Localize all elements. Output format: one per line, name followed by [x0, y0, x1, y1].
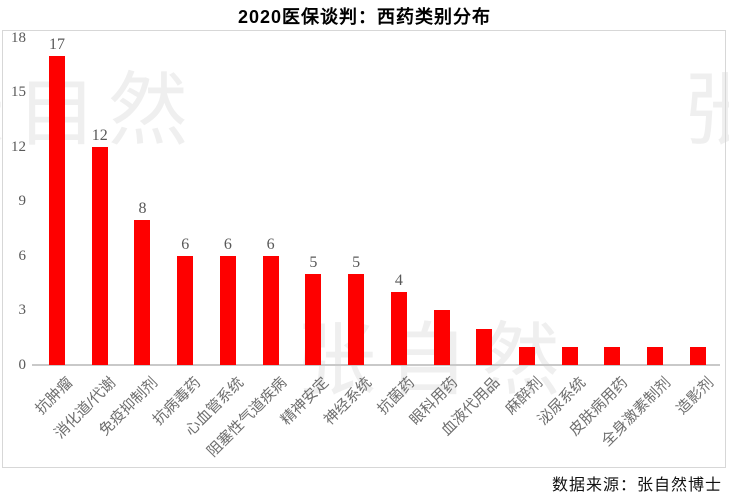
watermark-top-right: 张自然 — [683, 46, 729, 162]
y-axis-tick-label: 6 — [18, 247, 27, 264]
bar — [49, 56, 65, 365]
y-axis-tick-label: 3 — [18, 302, 27, 319]
bar — [561, 347, 578, 365]
x-axis-line — [32, 364, 720, 366]
watermark-top-left: 张自然 — [0, 66, 200, 155]
bar-value-label: 5 — [352, 254, 361, 271]
bar-value-label: 17 — [49, 36, 65, 53]
bar — [91, 147, 108, 365]
bar — [134, 220, 151, 365]
bar — [177, 256, 194, 365]
y-axis-tick-label: 9 — [18, 193, 27, 210]
y-axis-tick-label: 12 — [11, 138, 26, 155]
bar — [262, 256, 279, 365]
watermark-center: 张自然 — [296, 296, 572, 412]
bar-value-label: 5 — [309, 254, 318, 271]
bar-value-label: 6 — [181, 236, 190, 253]
bar-value-label: 4 — [394, 272, 403, 289]
chart-title: 2020医保谈判：西药类别分布 — [237, 7, 492, 27]
bar — [604, 347, 621, 365]
y-axis-tick-label: 18 — [11, 29, 26, 46]
bar — [219, 256, 236, 365]
bar — [476, 329, 493, 365]
plot-area-frame — [2, 30, 726, 468]
bar-value-label: 12 — [91, 127, 108, 144]
bar — [348, 274, 365, 365]
bar-value-label: 6 — [266, 236, 275, 253]
bar — [390, 292, 407, 365]
bar — [305, 274, 322, 365]
y-axis-tick-label: 0 — [18, 357, 27, 373]
bar — [519, 347, 536, 365]
bar — [647, 347, 664, 365]
bar — [689, 347, 706, 365]
data-source-note: 数据来源：张自然博士 — [551, 477, 722, 494]
bar-value-label: 6 — [223, 236, 232, 253]
bar — [433, 310, 450, 365]
bar-value-label: 8 — [138, 200, 147, 217]
y-axis-tick-label: 15 — [11, 84, 26, 101]
